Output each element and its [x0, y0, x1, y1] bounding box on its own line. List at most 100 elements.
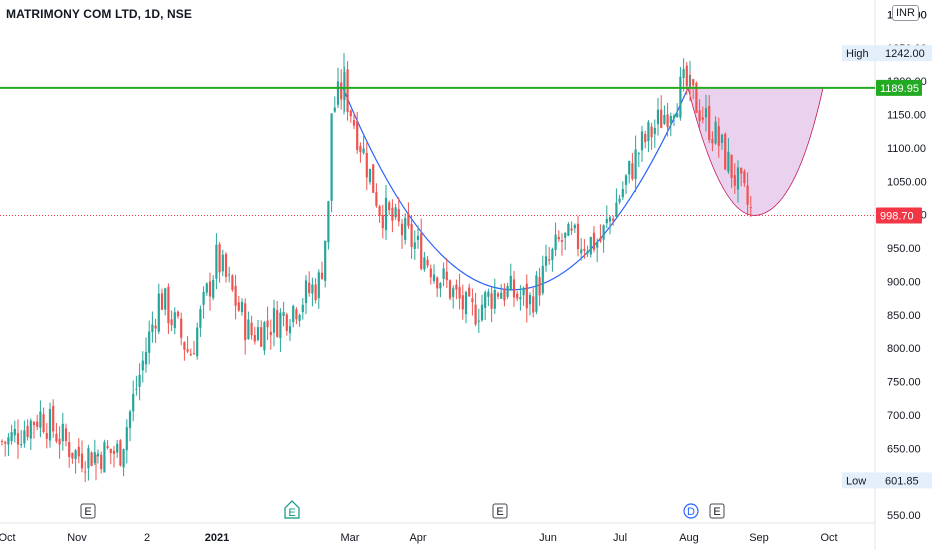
candle-body[interactable]: [183, 342, 186, 350]
candle-body[interactable]: [704, 108, 708, 118]
candle-body[interactable]: [535, 275, 538, 312]
candle-body[interactable]: [525, 283, 528, 309]
event-marker-earnings-upcoming[interactable]: E: [284, 500, 300, 519]
candle-body[interactable]: [269, 331, 272, 336]
candle-body[interactable]: [48, 409, 52, 441]
candle-body[interactable]: [461, 295, 464, 310]
candle-body[interactable]: [282, 312, 285, 316]
candle-body[interactable]: [701, 117, 704, 120]
candle-body[interactable]: [317, 272, 320, 299]
candle-body[interactable]: [416, 235, 420, 241]
candle-body[interactable]: [135, 388, 138, 390]
earnings-icon[interactable]: [80, 503, 96, 519]
candle-body[interactable]: [711, 139, 714, 144]
candle-body[interactable]: [436, 277, 439, 289]
candle-body[interactable]: [314, 284, 317, 301]
candle-body[interactable]: [538, 277, 541, 296]
candle-body[interactable]: [682, 68, 685, 79]
candle-body[interactable]: [250, 322, 253, 336]
earnings-icon[interactable]: [709, 503, 725, 519]
candle-body[interactable]: [420, 233, 423, 269]
candle-body[interactable]: [276, 310, 279, 337]
candle-body[interactable]: [544, 256, 548, 266]
candle-body[interactable]: [87, 448, 90, 469]
candle-body[interactable]: [125, 427, 128, 451]
x-axis[interactable]: Oct Nov 2 2021 Mar Apr Jun Jul Aug Sep Oct: [0, 532, 838, 544]
candle-body[interactable]: [42, 414, 45, 433]
candle-body[interactable]: [93, 452, 96, 463]
candle-body[interactable]: [58, 438, 61, 445]
event-marker-earnings[interactable]: E: [80, 503, 96, 519]
candle-body[interactable]: [199, 309, 202, 328]
candle-body[interactable]: [650, 126, 653, 138]
candle-body[interactable]: [16, 433, 20, 445]
candle-body[interactable]: [167, 286, 170, 324]
candle-body[interactable]: [583, 249, 586, 251]
candle-body[interactable]: [474, 304, 477, 325]
candle-body[interactable]: [279, 312, 282, 339]
candle-body[interactable]: [592, 232, 596, 250]
candle-body[interactable]: [154, 325, 157, 329]
candle-body[interactable]: [634, 149, 637, 180]
candle-body[interactable]: [384, 197, 388, 231]
candle-body[interactable]: [234, 285, 237, 306]
candle-body[interactable]: [381, 215, 384, 229]
candle-body[interactable]: [426, 259, 429, 266]
candle-body[interactable]: [647, 122, 650, 142]
candle-body[interactable]: [404, 218, 407, 240]
candle-body[interactable]: [528, 294, 532, 305]
candle-body[interactable]: [295, 309, 298, 320]
resistance-price-badge[interactable]: [876, 79, 922, 96]
candle-body[interactable]: [388, 202, 391, 211]
candle-body[interactable]: [676, 113, 679, 118]
candle-body[interactable]: [298, 315, 301, 321]
candle-body[interactable]: [378, 206, 381, 216]
candle-body[interactable]: [586, 251, 589, 254]
candle-body[interactable]: [512, 279, 516, 298]
candle-body[interactable]: [205, 283, 208, 293]
candle-body[interactable]: [356, 121, 359, 151]
candle-body[interactable]: [480, 304, 484, 321]
candle-body[interactable]: [308, 282, 311, 293]
candle-body[interactable]: [471, 298, 474, 303]
candle-body[interactable]: [228, 274, 231, 276]
candle-body[interactable]: [487, 291, 490, 297]
dividend-icon[interactable]: [683, 503, 699, 519]
candle-body[interactable]: [455, 284, 458, 290]
candle-body[interactable]: [359, 145, 362, 153]
candle-body[interactable]: [624, 175, 628, 185]
candle-body[interactable]: [432, 274, 436, 282]
candle-body[interactable]: [685, 65, 688, 87]
candle-body[interactable]: [260, 327, 263, 347]
candle-body[interactable]: [576, 223, 580, 250]
candle-body[interactable]: [244, 303, 247, 341]
candle-body[interactable]: [506, 286, 509, 297]
candle-body[interactable]: [554, 234, 557, 250]
candle-body[interactable]: [237, 302, 240, 311]
candle-body[interactable]: [448, 280, 452, 299]
candle-body[interactable]: [116, 443, 119, 453]
candle-body[interactable]: [109, 448, 112, 454]
candle-body[interactable]: [695, 82, 698, 113]
candle-body[interactable]: [410, 223, 413, 247]
candle-body[interactable]: [192, 353, 196, 355]
candle-body[interactable]: [112, 450, 116, 454]
candle-body[interactable]: [500, 292, 503, 299]
candle-body[interactable]: [160, 293, 164, 310]
candle-body[interactable]: [628, 161, 631, 175]
candle-body[interactable]: [608, 217, 612, 222]
candle-body[interactable]: [743, 171, 746, 184]
candle-body[interactable]: [698, 110, 701, 121]
candle-body[interactable]: [679, 76, 682, 118]
candle-body[interactable]: [490, 293, 493, 309]
candle-body[interactable]: [612, 218, 615, 221]
candle-body[interactable]: [80, 453, 84, 469]
candle-body[interactable]: [186, 349, 189, 352]
candle-body[interactable]: [397, 209, 400, 222]
candle-body[interactable]: [516, 293, 519, 299]
candle-body[interactable]: [61, 423, 64, 442]
candle-body[interactable]: [724, 133, 727, 170]
candle-body[interactable]: [330, 113, 333, 201]
